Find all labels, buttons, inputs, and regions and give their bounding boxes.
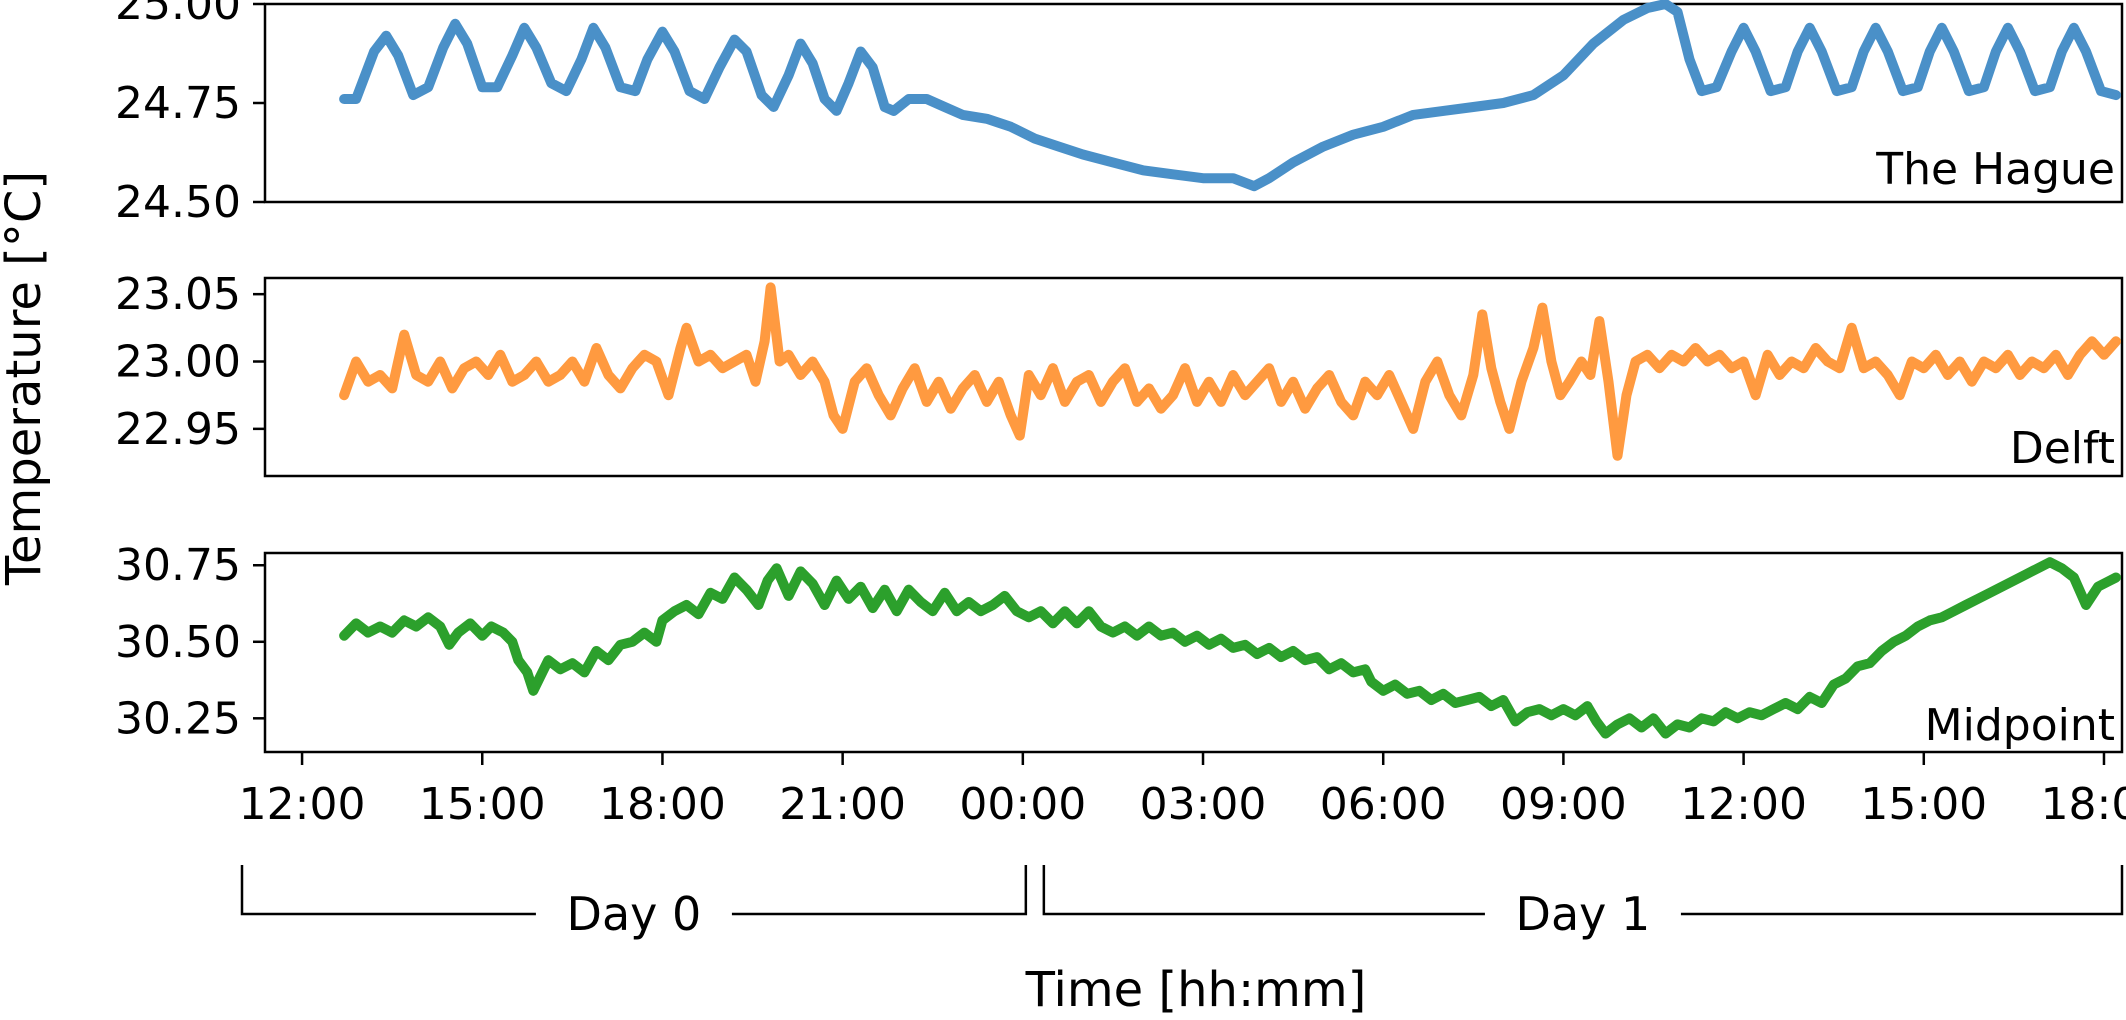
panel-midpoint-yticks: 30.25 30.50 30.75 bbox=[115, 540, 265, 744]
xtick-label: 15:00 bbox=[1860, 779, 1987, 830]
panel-the-hague-yticks: 24.50 24.75 25.00 bbox=[115, 0, 265, 228]
ytick-label: 30.50 bbox=[115, 617, 241, 668]
panel-label-midpoint: Midpoint bbox=[1925, 700, 2115, 751]
ytick-label: 25.00 bbox=[115, 0, 241, 30]
xtick-label: 18:00 bbox=[599, 779, 726, 830]
xtick-label: 12:00 bbox=[239, 779, 366, 830]
xtick-label: 09:00 bbox=[1500, 779, 1627, 830]
xtick-label: 03:00 bbox=[1140, 779, 1267, 830]
panel-delft-frame bbox=[263, 276, 2124, 478]
day-1-label: Day 1 bbox=[1516, 887, 1651, 941]
day-0-label: Day 0 bbox=[567, 887, 702, 941]
day-bracket-1: Day 1 bbox=[1042, 865, 2124, 941]
day-brackets: Day 0 Day 1 bbox=[240, 865, 2124, 941]
day-bracket-0: Day 0 bbox=[240, 865, 1028, 941]
series-line-midpoint bbox=[339, 557, 2121, 739]
xtick-label: 12:00 bbox=[1680, 779, 1807, 830]
ytick-label: 24.75 bbox=[115, 78, 241, 129]
panel-midpoint: 30.25 30.50 30.75 Midpoint bbox=[115, 540, 2124, 754]
ytick-label: 22.95 bbox=[115, 404, 241, 455]
panel-delft: 22.95 23.00 23.05 Delft bbox=[115, 269, 2124, 478]
ytick-label: 23.00 bbox=[115, 337, 241, 388]
day-1-bracket-right bbox=[1680, 865, 2124, 916]
ytick-label: 24.50 bbox=[115, 177, 241, 228]
xtick-label: 15:00 bbox=[419, 779, 546, 830]
x-axis-title: Time [hh:mm] bbox=[1025, 962, 1367, 1018]
x-axis-ticks: 12:00 15:00 18:00 21:00 00:00 03:00 06:00 09:00… bbox=[239, 752, 2126, 830]
panel-the-hague: 24.50 24.75 25.00 The Hague bbox=[115, 0, 2124, 228]
xtick-label: 00:00 bbox=[959, 779, 1086, 830]
ytick-label: 30.25 bbox=[115, 693, 241, 744]
ytick-label: 30.75 bbox=[115, 540, 241, 591]
series-line-the-hague bbox=[339, 0, 2121, 192]
panel-midpoint-frame bbox=[263, 551, 2124, 754]
day-0-bracket-right bbox=[731, 865, 1028, 916]
xtick-label: 18:00 bbox=[2041, 779, 2126, 830]
day-1-bracket-left bbox=[1042, 865, 1485, 916]
panel-label-the-hague: The Hague bbox=[1875, 144, 2115, 195]
y-axis-title: Temperature [°C] bbox=[0, 171, 52, 586]
xtick-label: 21:00 bbox=[779, 779, 906, 830]
xtick-label: 06:00 bbox=[1320, 779, 1447, 830]
panel-delft-yticks: 22.95 23.00 23.05 bbox=[115, 269, 265, 455]
panel-label-delft: Delft bbox=[2010, 423, 2115, 474]
day-0-bracket-left bbox=[240, 865, 536, 916]
series-line-delft bbox=[339, 282, 2121, 461]
ytick-label: 23.05 bbox=[115, 269, 241, 320]
